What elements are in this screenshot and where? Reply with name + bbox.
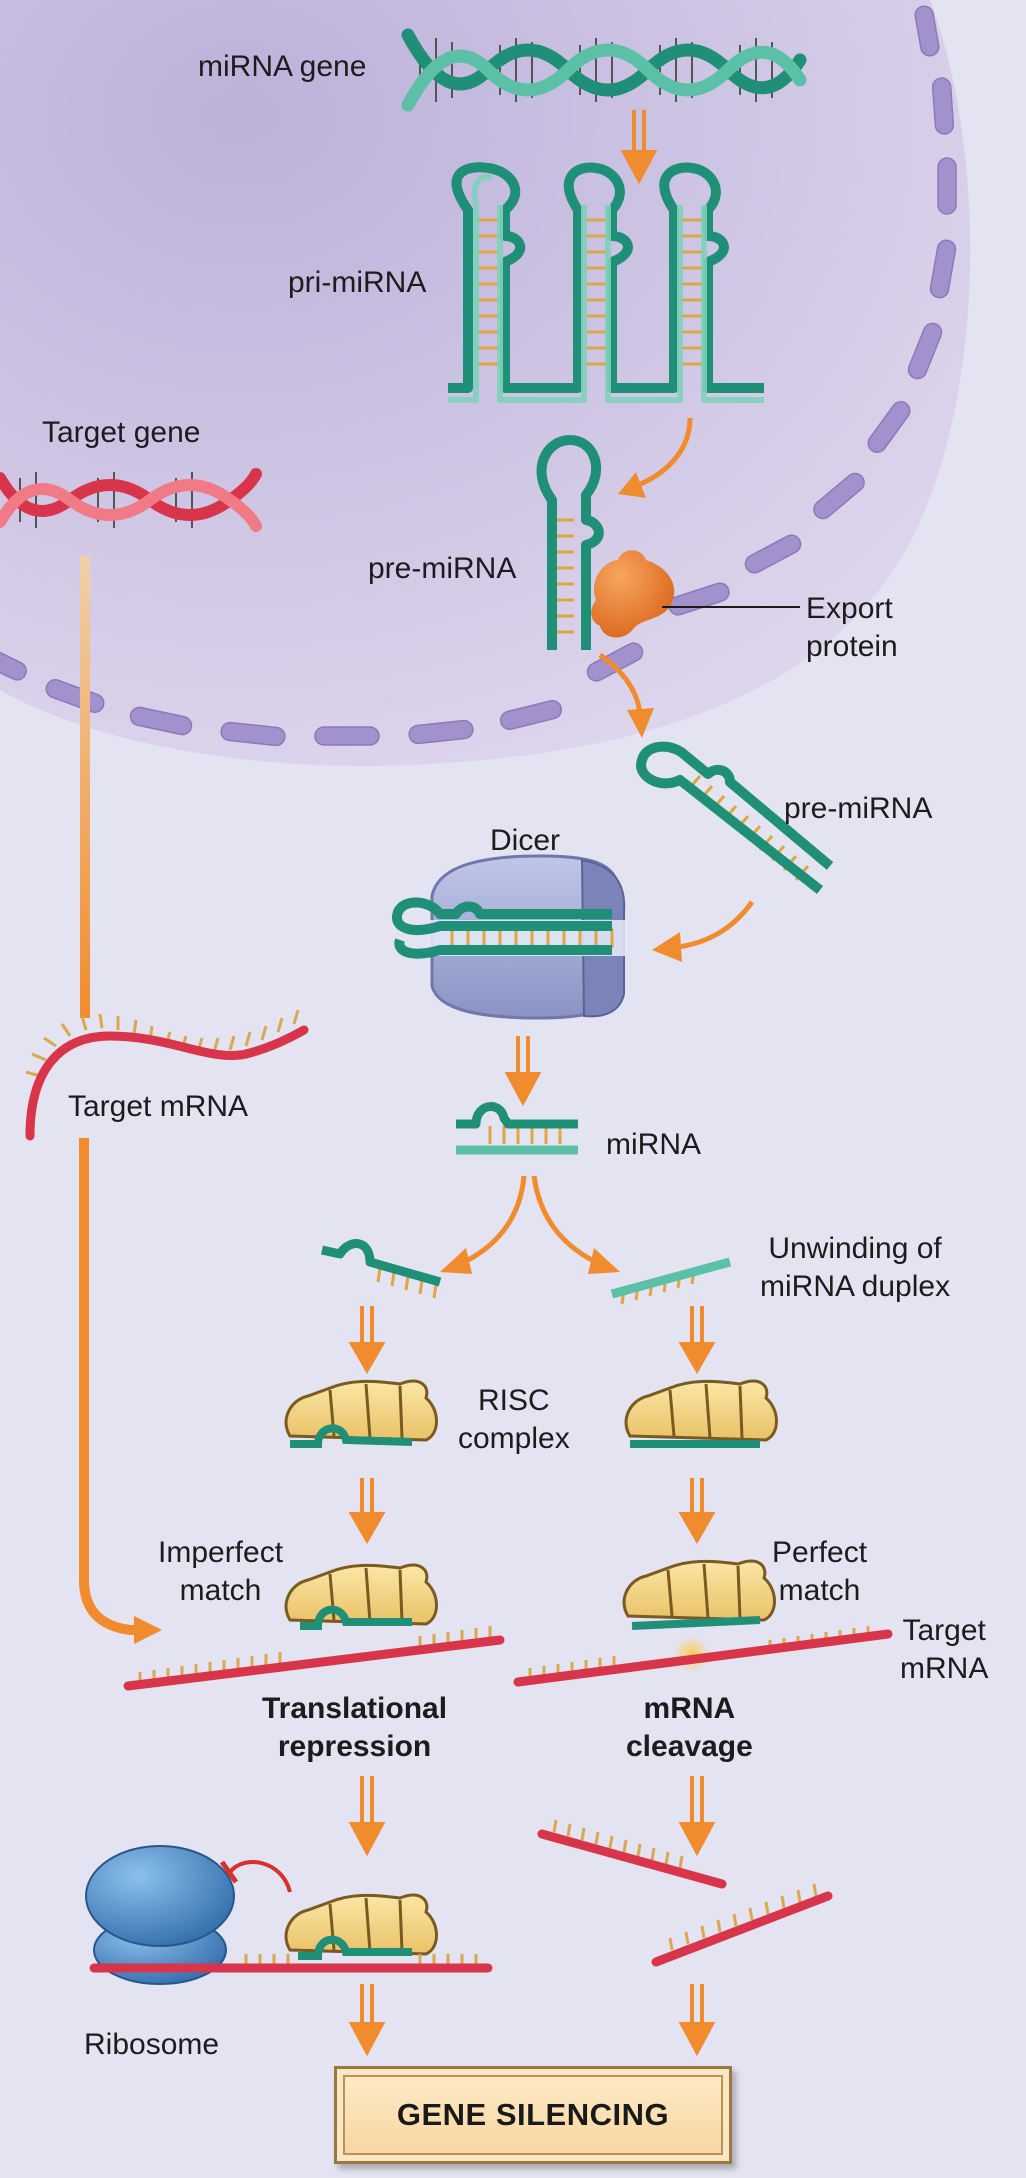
label-target-mrna: Target mRNA — [68, 1090, 249, 1123]
nuclear-envelope — [0, 5, 957, 747]
arrow-to-dicer — [652, 900, 755, 962]
mirna-duplex — [456, 1102, 578, 1155]
label-translational-repression: Translational repression — [262, 1692, 448, 1763]
risc-complex-left — [284, 1379, 438, 1448]
pre-mirna-nuclear — [536, 435, 604, 650]
pre-mirna-cytoplasm — [636, 741, 834, 894]
pri-mirna-hairpins — [448, 162, 764, 403]
gene-silencing-banner: GENE SILENCING — [334, 2066, 732, 2164]
mirna-gene-dna-helix — [401, 28, 807, 112]
label-target-mrna-right: Target mRNA — [900, 1614, 989, 1685]
cleaved-mrna-fragments — [537, 1819, 833, 1967]
label-imperfect-match: Imperfect match — [158, 1536, 284, 1607]
label-pri-mirna: pri-miRNA — [288, 266, 427, 299]
dicer-enzyme — [392, 854, 626, 1020]
target-gene-dna-helix — [0, 468, 262, 532]
arrows-to-silencing — [348, 1984, 716, 2057]
label-perfect-match: Perfect match — [772, 1536, 868, 1607]
label-dicer: Dicer — [490, 824, 561, 857]
label-mrna-cleavage: mRNA cleavage — [626, 1692, 753, 1763]
label-mirna-gene: miRNA gene — [198, 50, 367, 83]
label-pre-mirna-nuclear: pre-miRNA — [368, 552, 517, 585]
arrow-branch — [440, 1175, 620, 1274]
repression-complex — [89, 1860, 493, 1973]
label-ribosome: Ribosome — [84, 2028, 220, 2061]
export-protein — [591, 550, 800, 638]
arrow-export — [598, 652, 654, 738]
label-target-gene: Target gene — [42, 416, 201, 449]
arrows-to-risc — [348, 1306, 716, 1375]
label-unwinding: Unwinding of miRNA duplex — [760, 1232, 951, 1303]
mirna-single-strand-left — [321, 1239, 442, 1299]
label-export-protein: Export protein — [806, 592, 898, 663]
label-mirna: miRNA — [606, 1128, 701, 1161]
arrow-target-transcription — [80, 556, 90, 1018]
label-risc-complex: RISC complex — [458, 1384, 570, 1455]
arrow-gene-to-pri — [620, 110, 658, 185]
arrow-target-mrna-to-risc — [79, 1138, 162, 1644]
arrow-pri-to-pre — [618, 417, 693, 498]
mirna-single-strand-right — [610, 1257, 732, 1305]
risc-complex-right — [624, 1379, 778, 1448]
label-pre-mirna-cytoplasm: pre-miRNA — [784, 792, 933, 825]
imperfect-match-complex — [123, 1563, 505, 1691]
arrows-to-match — [348, 1478, 716, 1545]
arrow-dicer-to-mirna — [504, 1036, 542, 1107]
nucleus — [0, 0, 971, 767]
target-mrna-strand — [25, 1009, 309, 1141]
perfect-match-complex — [513, 1559, 893, 1687]
ribosome — [85, 1845, 235, 1985]
arrows-to-outcomes — [348, 1776, 716, 1857]
gene-silencing-label: GENE SILENCING — [396, 2097, 670, 2132]
